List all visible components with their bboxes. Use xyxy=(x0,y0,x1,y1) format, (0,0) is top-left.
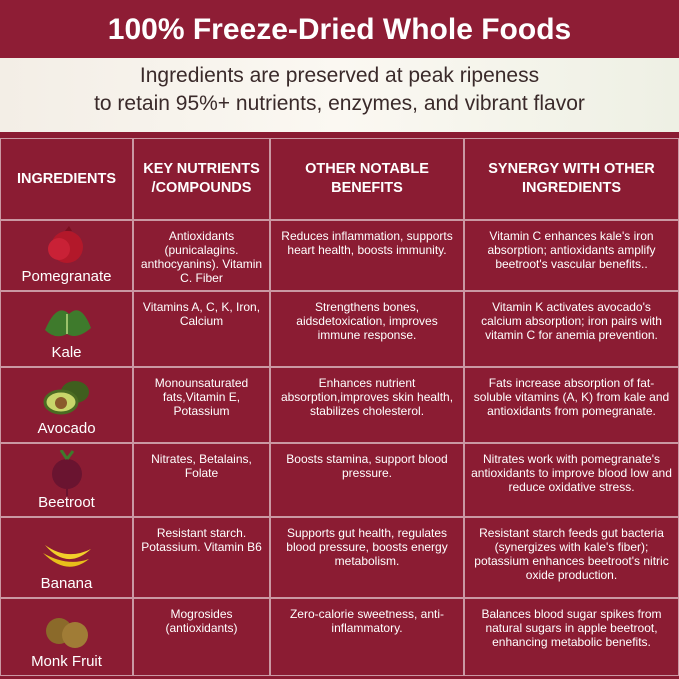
cell: Supports gut health, regulates blood pre… xyxy=(270,517,464,598)
cell-text: Vitamins A, C, K, Iron, Calcium xyxy=(142,300,261,328)
subtitle-band: Ingredients are preserved at peak ripene… xyxy=(0,58,679,132)
cell-text: Boosts stamina, support blood pressure. xyxy=(286,452,448,480)
title: 100% Freeze-Dried Whole Foods xyxy=(0,0,679,58)
ingredient: Beetroot xyxy=(0,443,133,517)
ingredient: Pomegranate xyxy=(0,220,133,291)
cell-text: Banana xyxy=(40,575,93,592)
cell-text: Pomegranate xyxy=(21,268,112,285)
cell: Balances blood sugar spikes from natural… xyxy=(464,598,679,676)
cell: Vitamin C enhances kale's iron absorptio… xyxy=(464,220,679,291)
cell-text: Mogrosides (antioxidants) xyxy=(165,607,238,635)
ingredient: Banana xyxy=(0,517,133,598)
cell-text: Vitamin C enhances kale's iron absorptio… xyxy=(487,229,656,271)
cell-text: Resistant starch feeds gut bacteria (syn… xyxy=(474,526,669,582)
cell: Enhances nutrient absorption,improves sk… xyxy=(270,367,464,443)
ingredient-icon xyxy=(47,226,83,263)
cell-text: Nitrates, Betalains, Folate xyxy=(151,452,252,480)
column-header: INGREDIENTS xyxy=(0,138,133,220)
ingredient: Monk Fruit xyxy=(0,598,133,676)
subtitle: to retain 95%+ nutrients, enzymes, and v… xyxy=(94,92,585,115)
cell-text: Nitrates work with pomegranate's antioxi… xyxy=(471,452,672,494)
cell-text: Balances blood sugar spikes from natural… xyxy=(481,607,662,649)
column-header: SYNERGY WITH OTHER INGREDIENTS xyxy=(464,138,679,220)
cell-text: KEY NUTRIENTS /COMPOUNDS xyxy=(143,161,260,196)
ingredient-icon xyxy=(43,381,89,415)
cell-text: Reduces inflammation, supports heart hea… xyxy=(281,229,453,257)
cell: Resistant starch. Potassium. Vitamin B6 xyxy=(133,517,270,598)
cell-text: Fats increase absorption of fat-soluble … xyxy=(473,376,670,418)
cell-text: Kale xyxy=(51,344,82,361)
cell: Fats increase absorption of fat-soluble … xyxy=(464,367,679,443)
cell-text: INGREDIENTS xyxy=(16,170,117,187)
cell: Reduces inflammation, supports heart hea… xyxy=(270,220,464,291)
cell: Nitrates, Betalains, Folate xyxy=(133,443,270,517)
cell-text: Avocado xyxy=(37,420,96,437)
cell: Zero-calorie sweetness, anti-inflammator… xyxy=(270,598,464,676)
cell: Nitrates work with pomegranate's antioxi… xyxy=(464,443,679,517)
cell-text: Zero-calorie sweetness, anti-inflammator… xyxy=(289,607,445,635)
subtitle: Ingredients are preserved at peak ripene… xyxy=(139,64,540,87)
cell-text: Beetroot xyxy=(38,494,95,511)
ingredient-icon xyxy=(45,618,88,648)
cell-text: Antioxidants (punicalagins. anthocyanins… xyxy=(140,229,263,285)
column-header: KEY NUTRIENTS /COMPOUNDS xyxy=(133,138,270,220)
cell-text: Enhances nutrient absorption,improves sk… xyxy=(280,376,454,418)
cell: Boosts stamina, support blood pressure. xyxy=(270,443,464,517)
cell: Vitamin K activates avocado's calcium ab… xyxy=(464,291,679,367)
cell-text: Strengthens bones, aidsdetoxication, imp… xyxy=(296,300,438,342)
cell: Strengthens bones, aidsdetoxication, imp… xyxy=(270,291,464,367)
cell-text: Supports gut health, regulates blood pre… xyxy=(286,526,448,568)
ingredient-icon xyxy=(44,310,91,337)
cell-text: OTHER NOTABLE BENEFITS xyxy=(305,161,429,196)
cell: Antioxidants (punicalagins. anthocyanins… xyxy=(133,220,270,291)
cell: Monounsaturated fats,Vitamin E, Potassiu… xyxy=(133,367,270,443)
cell-text: SYNERGY WITH OTHER INGREDIENTS xyxy=(488,161,655,196)
cell-text: Vitamin K activates avocado's calcium ab… xyxy=(481,300,662,342)
cell: Vitamins A, C, K, Iron, Calcium xyxy=(133,291,270,367)
ingredient: Avocado xyxy=(0,367,133,443)
cell: Resistant starch feeds gut bacteria (syn… xyxy=(464,517,679,598)
cell-text: Resistant starch. Potassium. Vitamin B6 xyxy=(141,526,262,554)
cell-text: Monounsaturated fats,Vitamin E, Potassiu… xyxy=(154,376,249,418)
column-header: OTHER NOTABLE BENEFITS xyxy=(270,138,464,220)
cell: Mogrosides (antioxidants) xyxy=(133,598,270,676)
cell-text: Monk Fruit xyxy=(31,653,102,670)
ingredient-icon xyxy=(42,545,91,567)
ingredient-icon xyxy=(51,450,82,496)
ingredient: Kale xyxy=(0,291,133,367)
